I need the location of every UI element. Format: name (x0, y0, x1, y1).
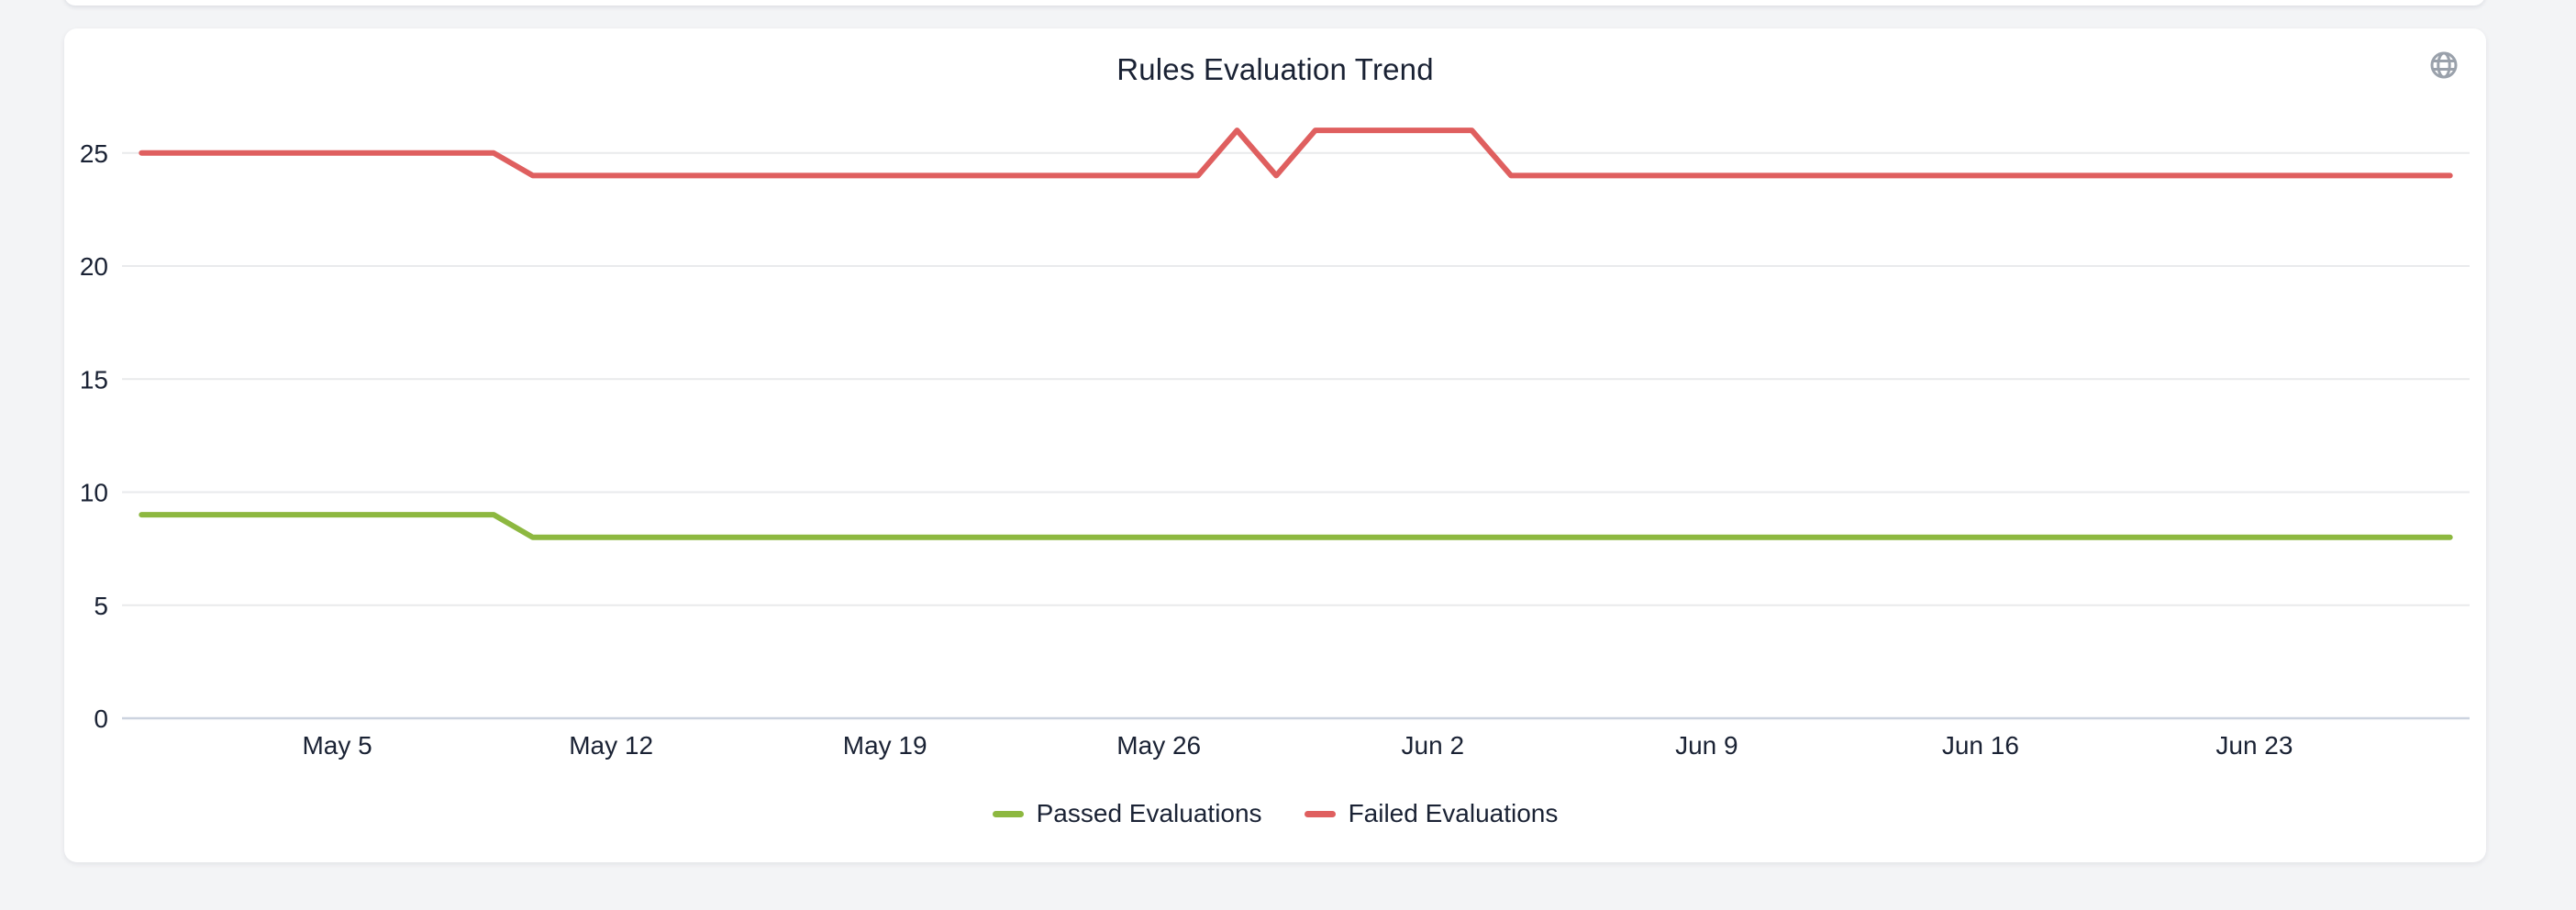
y-axis-label: 10 (80, 479, 108, 507)
x-axis-label: May 5 (302, 731, 372, 760)
plot-area[interactable]: 0 5 10 15 20 25 May 5 May 12 May 19 May 26 Jun 2 Ju… (64, 28, 2486, 862)
globe-icon[interactable] (2429, 50, 2459, 80)
legend-item-failed-evaluations[interactable]: Failed Evaluations (1304, 799, 1559, 828)
x-axis-label: May 26 (1116, 731, 1201, 760)
failed-series-line[interactable] (139, 128, 2453, 179)
legend-item-passed-evaluations[interactable]: Passed Evaluations (992, 799, 1262, 828)
x-axis-label: Jun 23 (2215, 731, 2293, 760)
failed-series-marker (1304, 810, 1336, 817)
y-axis-label: 15 (80, 365, 108, 394)
y-axis-label: 25 (80, 139, 108, 168)
rules-evaluation-trend-card: Rules Evaluation Trend 0 5 10 15 20 25 May 5 Ma… (64, 28, 2486, 862)
x-axis-label: Jun 16 (1942, 731, 2019, 760)
x-axis-label: Jun 2 (1402, 731, 1465, 760)
y-axis-label: 0 (94, 705, 108, 733)
x-axis-label: Jun 9 (1675, 731, 1738, 760)
chart-legend: Passed Evaluations Failed Evaluations (64, 799, 2486, 828)
chart-title: Rules Evaluation Trend (1116, 52, 1434, 86)
x-axis-label: May 19 (843, 731, 927, 760)
passed-series-marker (992, 810, 1024, 817)
failed-series-label: Failed Evaluations (1348, 799, 1559, 827)
passed-series-label: Passed Evaluations (1036, 799, 1262, 827)
passed-series-line[interactable] (139, 512, 2453, 540)
globe-icon-svg (2430, 51, 2458, 79)
y-axis-label: 5 (94, 592, 108, 620)
y-axis-label: 20 (80, 252, 108, 281)
x-axis-label: May 12 (569, 731, 653, 760)
card-above-edge (64, 0, 2485, 6)
